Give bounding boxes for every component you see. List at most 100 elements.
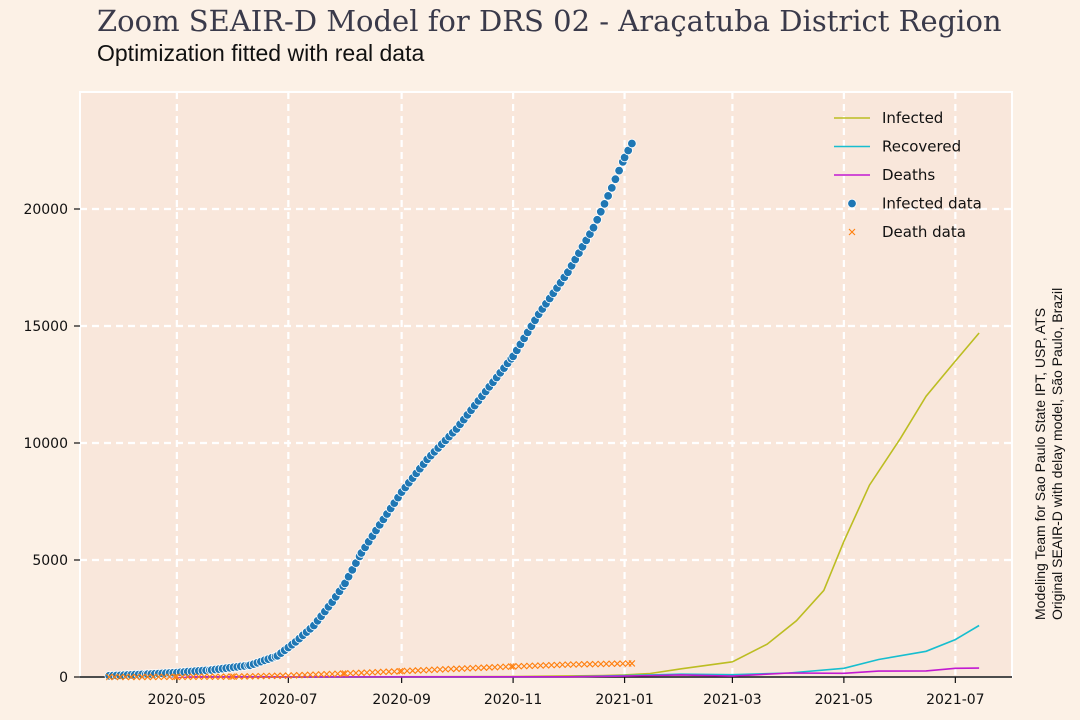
- data-point-death: [586, 660, 594, 668]
- data-point-death: [515, 662, 522, 670]
- data-point-death: [133, 673, 141, 681]
- data-point-death: [228, 673, 236, 681]
- data-point-death: [273, 672, 281, 680]
- data-point-death: [206, 673, 214, 681]
- data-point-death: [328, 670, 336, 678]
- data-point-death: [390, 668, 398, 675]
- data-point-death: [312, 671, 320, 678]
- data-point-death: [520, 662, 528, 670]
- x-tick-label: 2020-09: [372, 692, 431, 708]
- data-point-death: [458, 665, 466, 672]
- data-point-death: [160, 673, 168, 681]
- data-point-death: [111, 673, 119, 681]
- data-point-death: [564, 661, 572, 668]
- data-point-death: [526, 662, 533, 670]
- legend-label: Death data: [882, 223, 966, 241]
- chart-title: Zoom SEAIR-D Model for DRS 02 - Araçatub…: [97, 4, 1002, 38]
- data-point-death: [334, 670, 342, 678]
- data-point-death: [374, 668, 382, 676]
- data-point-death: [385, 668, 393, 676]
- data-point-death: [122, 673, 130, 681]
- chart-subtitle: Optimization fitted with real data: [97, 40, 425, 66]
- data-point-death: [317, 670, 325, 678]
- data-point-death: [447, 665, 455, 673]
- data-point-death: [246, 672, 254, 680]
- data-point-infected: [588, 222, 599, 233]
- data-point-death: [542, 661, 550, 669]
- data-point-death: [230, 673, 237, 681]
- data-point-death: [559, 661, 566, 669]
- data-point-death: [409, 667, 416, 675]
- x-tick-label: 2021-01: [595, 692, 654, 708]
- data-point-death: [398, 667, 406, 675]
- data-point-death: [173, 673, 181, 681]
- data-point-death: [403, 667, 411, 675]
- y-tick-label: 0: [59, 670, 68, 686]
- x-tick-label: 2020-11: [484, 692, 543, 708]
- data-point-death: [295, 671, 303, 679]
- x-tick-label: 2020-07: [259, 692, 318, 708]
- data-point-death: [553, 661, 561, 669]
- data-point-death: [171, 673, 179, 681]
- legend-swatch-death-data: [848, 228, 856, 236]
- data-point-death: [306, 671, 314, 679]
- data-point-death: [178, 673, 186, 681]
- data-point-death: [144, 673, 152, 681]
- data-point-death: [301, 671, 309, 679]
- legend-label: Infected: [882, 109, 943, 127]
- data-point-death: [531, 662, 539, 670]
- data-point-infected: [596, 207, 606, 217]
- plot-area: [80, 92, 1012, 677]
- y-tick-label: 10000: [23, 436, 68, 452]
- data-point-death: [235, 673, 243, 680]
- data-point-death: [369, 668, 376, 676]
- data-point-death: [431, 666, 438, 674]
- data-point-death: [323, 670, 331, 678]
- data-point-death: [608, 660, 616, 668]
- data-point-death: [580, 660, 588, 668]
- legend-label: Deaths: [882, 166, 935, 184]
- y-tick-label: 15000: [23, 319, 68, 335]
- y-tick-label: 20000: [23, 202, 68, 218]
- data-point-death: [396, 667, 404, 675]
- data-point-death: [200, 673, 208, 681]
- data-point-infected: [599, 199, 610, 209]
- x-tick-label: 2021-03: [703, 692, 762, 708]
- data-point-death: [509, 663, 517, 670]
- data-point-infected: [614, 165, 624, 176]
- data-point-death: [279, 672, 287, 680]
- data-point-death: [127, 673, 135, 681]
- data-point-death: [575, 661, 583, 668]
- data-point-death: [155, 673, 162, 681]
- data-point-death: [414, 667, 422, 674]
- x-tick-label: 2021-05: [815, 692, 874, 708]
- series-line-deaths: [109, 667, 980, 678]
- data-point-death: [474, 664, 482, 672]
- data-point-death: [591, 660, 599, 668]
- data-point-death: [442, 665, 449, 673]
- legend-label: Recovered: [882, 138, 961, 156]
- data-point-infected: [610, 174, 621, 184]
- data-point-death: [184, 673, 192, 681]
- x-tick-label: 2020-05: [148, 692, 207, 708]
- data-point-death: [217, 673, 225, 681]
- x-tick-label: 2021-07: [926, 692, 985, 708]
- data-point-death: [222, 673, 230, 681]
- data-point-death: [425, 666, 433, 674]
- data-point-death: [548, 661, 555, 669]
- data-point-death: [602, 660, 610, 668]
- data-point-death: [613, 660, 621, 668]
- data-point-death: [537, 662, 544, 669]
- data-point-death: [166, 673, 173, 681]
- data-point-infected: [607, 183, 617, 193]
- data-point-death: [263, 672, 270, 680]
- data-point-death: [420, 666, 427, 674]
- legend: Infected Recovered Deaths Infected data Deat…: [834, 109, 982, 241]
- data-point-death: [507, 663, 515, 670]
- data-point-death: [195, 673, 203, 681]
- data-point-death: [352, 669, 360, 677]
- data-point-death: [485, 664, 493, 671]
- data-point-death: [339, 670, 347, 677]
- data-point-death: [496, 663, 504, 671]
- data-point-death: [290, 672, 298, 679]
